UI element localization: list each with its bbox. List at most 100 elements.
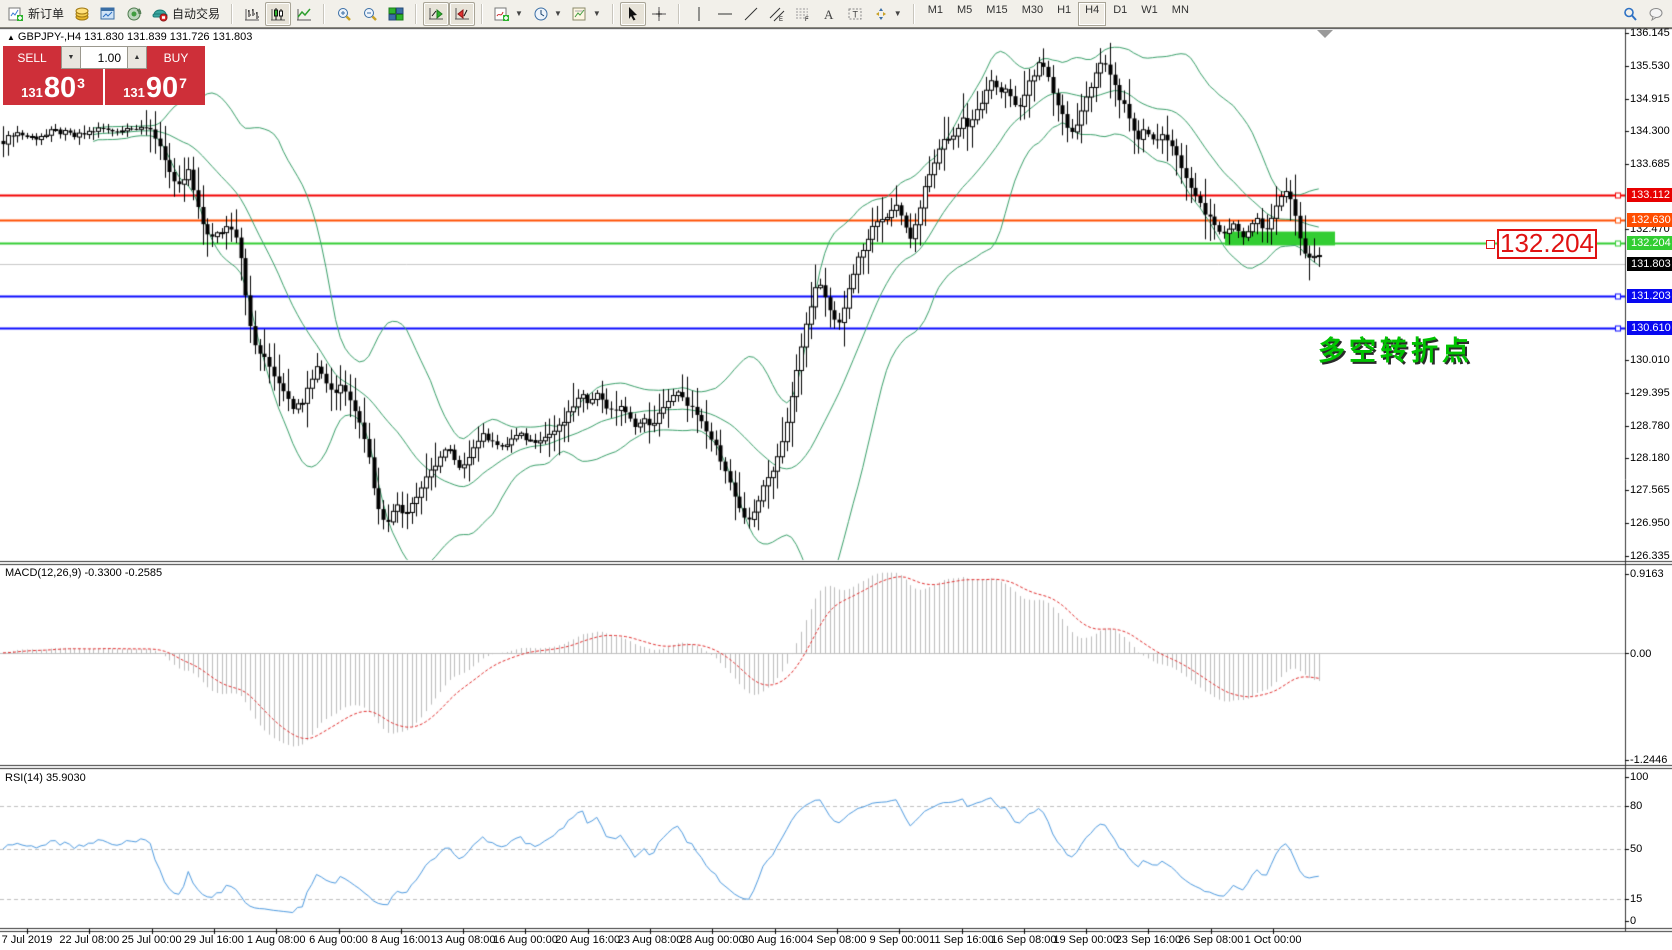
- arrows-icon: [875, 7, 886, 20]
- timeframe-MN[interactable]: MN: [1171, 3, 1189, 16]
- last-bar-marker-icon: [1317, 30, 1333, 38]
- buy-price-big: 90: [145, 72, 179, 104]
- rsi-axis-label: 15: [1630, 893, 1643, 906]
- indicators-button[interactable]: ▼: [489, 2, 528, 26]
- periods-button[interactable]: ▼: [528, 2, 567, 26]
- templates-button[interactable]: ▼: [567, 2, 606, 26]
- indicators-caret: ▼: [515, 9, 523, 18]
- equidistant-channel-icon: E: [769, 7, 785, 22]
- candlestick-chart-button[interactable]: [265, 1, 292, 26]
- trendline-icon: [744, 7, 758, 20]
- toolbar: 新订单 自动交易: [0, 0, 1672, 28]
- rsi-value: 35.9030: [45, 772, 86, 784]
- macd-axis-label: 0.00: [1630, 647, 1652, 660]
- toolbar-separator: [912, 3, 915, 24]
- price-level-label-box[interactable]: 132.204: [1497, 229, 1597, 259]
- time-axis-label: 23 Sep 16:00: [1115, 934, 1182, 946]
- time-axis-label: 29 Jul 16:00: [183, 934, 244, 946]
- text-icon: A: [824, 7, 834, 22]
- zoom-in-button[interactable]: [331, 2, 357, 26]
- text-button[interactable]: A: [816, 2, 842, 26]
- price-tick-label: 129.395: [1630, 386, 1670, 399]
- horizontal-line-button[interactable]: [712, 2, 738, 26]
- time-axis-label: 8 Aug 16:00: [371, 934, 431, 946]
- arrows-button[interactable]: ▼: [868, 2, 907, 26]
- time-axis-label: 1 Oct 00:00: [1244, 934, 1302, 946]
- equidistant-channel-button[interactable]: E: [764, 2, 790, 26]
- fibonacci-button[interactable]: F: [790, 2, 816, 26]
- text-label-icon: T: [848, 8, 862, 19]
- timeframe-M5[interactable]: M5: [957, 3, 973, 16]
- price-level-label-anchor[interactable]: [1486, 240, 1495, 249]
- search-button[interactable]: [1617, 2, 1643, 26]
- scroll-to-end-icon: [429, 7, 444, 19]
- toolbar-separator: [323, 3, 326, 24]
- price-tick-label: 134.915: [1630, 92, 1670, 105]
- scroll-to-end-button[interactable]: [423, 1, 450, 26]
- cursor-icon: [628, 6, 637, 20]
- zoom-out-button[interactable]: [357, 2, 383, 26]
- chinese-annotation[interactable]: 多空转折点: [1318, 336, 1473, 366]
- sell-price-figure: 131: [21, 85, 43, 100]
- price-level-badge: 133.112: [1627, 187, 1672, 202]
- volume-increase-button[interactable]: ▲: [127, 46, 147, 69]
- arrows-caret: ▼: [893, 9, 902, 18]
- vertical-line-button[interactable]: [686, 2, 712, 26]
- time-axis-label: 25 Jul 00:00: [121, 934, 182, 946]
- price-tick-label: 128.180: [1630, 451, 1670, 464]
- price-tick-label: 130.010: [1630, 354, 1670, 367]
- crosshair-button[interactable]: [646, 2, 672, 26]
- timeframe-M15[interactable]: M15: [986, 3, 1008, 16]
- buy-button[interactable]: BUY: [147, 46, 205, 69]
- chart-profiles-icon: [100, 7, 115, 19]
- toolbar-separator: [231, 3, 234, 24]
- price-tick-label: 136.145: [1630, 27, 1670, 39]
- rsi-label: RSI(14) 35.9030: [5, 772, 86, 784]
- auto-trading-button[interactable]: 自动交易: [147, 2, 225, 26]
- trendline-button[interactable]: [738, 2, 764, 26]
- zoom-out-icon: [364, 7, 377, 21]
- toolbar-separator: [611, 3, 614, 24]
- symbol-info[interactable]: ▲ GBPJPY-,H4 131.830 131.839 131.726 131.…: [7, 31, 252, 43]
- chat-button[interactable]: [1643, 2, 1669, 26]
- macd-axis-label: -1.2446: [1630, 754, 1668, 766]
- coins-button[interactable]: [69, 2, 95, 26]
- text-label-button[interactable]: T: [842, 2, 868, 26]
- timeframe-W1[interactable]: W1: [1141, 3, 1158, 16]
- chart-shift-button[interactable]: [449, 1, 476, 26]
- new-order-button[interactable]: 新订单: [3, 2, 69, 26]
- volume-input[interactable]: 1.00: [81, 46, 127, 69]
- chart-profiles-button[interactable]: [95, 2, 121, 26]
- rsi-axis-label: 0: [1630, 915, 1637, 927]
- price-tick-label: 127.565: [1630, 484, 1670, 497]
- price-level-badge: 131.803: [1627, 257, 1672, 272]
- market-watch-button[interactable]: [121, 2, 147, 26]
- price-tick-label: 126.335: [1630, 550, 1670, 562]
- tile-windows-button[interactable]: [383, 2, 409, 26]
- macd-axis-label: 0.9163: [1630, 568, 1664, 580]
- timeframe-H1[interactable]: H1: [1057, 3, 1072, 16]
- timeframe-D1[interactable]: D1: [1113, 3, 1128, 16]
- cursor-button[interactable]: [619, 1, 646, 26]
- expand-arrow-icon[interactable]: ▲: [7, 33, 15, 42]
- rsi-axis-label: 80: [1630, 799, 1643, 812]
- line-chart-button[interactable]: [291, 2, 317, 26]
- price-tick-label: 134.300: [1630, 125, 1670, 138]
- timeframe-H4[interactable]: H4: [1078, 1, 1107, 26]
- timeframe-M1[interactable]: M1: [927, 3, 943, 16]
- buy-price[interactable]: 131 90 7: [105, 69, 205, 105]
- sell-price[interactable]: 131 80 3: [3, 69, 103, 105]
- time-axis-label: 23 Aug 08:00: [617, 934, 683, 946]
- bar-chart-button[interactable]: [239, 2, 265, 26]
- tile-windows-icon: [388, 7, 404, 20]
- price-divider: [103, 69, 105, 105]
- symbol-ohlc-text: GBPJPY-,H4 131.830 131.839 131.726 131.8…: [17, 31, 253, 43]
- volume-decrease-button[interactable]: ▼: [61, 46, 81, 69]
- sell-button[interactable]: SELL: [3, 46, 61, 69]
- timeframe-M30[interactable]: M30: [1021, 3, 1044, 16]
- sell-price-pip: 3: [77, 75, 85, 91]
- time-axis-label: 9 Sep 00:00: [869, 934, 929, 946]
- price-tick-label: 133.685: [1630, 158, 1670, 171]
- svg-text:A: A: [824, 7, 834, 22]
